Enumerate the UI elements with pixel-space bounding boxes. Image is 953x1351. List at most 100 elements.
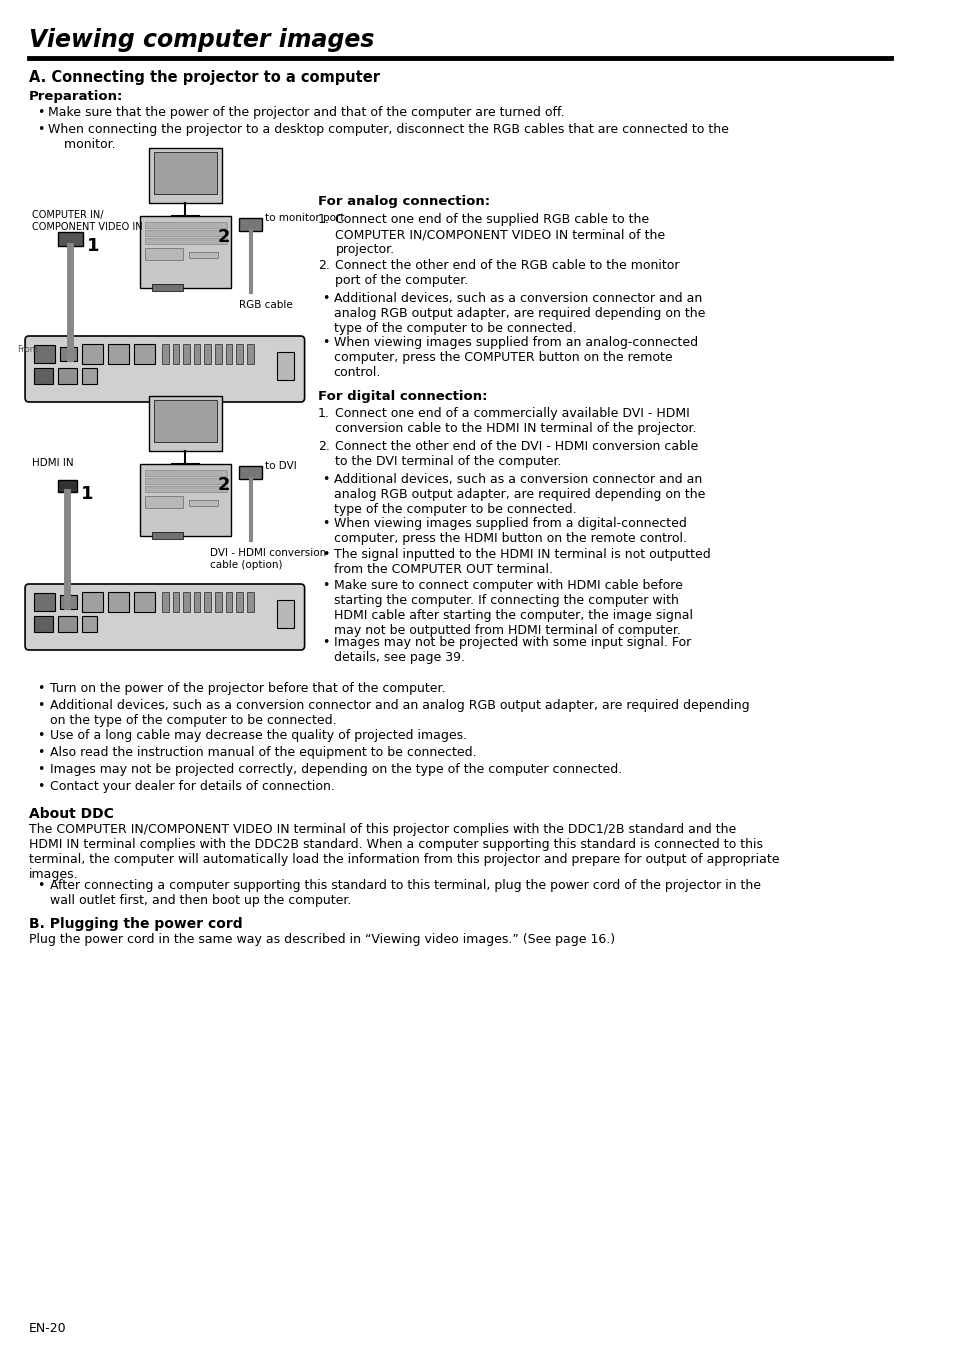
Text: •: •: [321, 580, 329, 592]
Bar: [189, 253, 217, 258]
Text: EN-20: EN-20: [29, 1323, 67, 1335]
Bar: [247, 345, 253, 363]
Text: Additional devices, such as a conversion connector and an analog RGB output adap: Additional devices, such as a conversion…: [51, 698, 749, 727]
Text: 2.: 2.: [317, 259, 330, 272]
Bar: [58, 616, 77, 632]
Bar: [150, 396, 221, 451]
Bar: [145, 238, 226, 245]
Bar: [193, 592, 200, 612]
Text: When viewing images supplied from a digital-connected
computer, press the HDMI b: When viewing images supplied from a digi…: [334, 517, 686, 544]
Bar: [145, 496, 183, 508]
Bar: [60, 347, 77, 361]
Bar: [162, 345, 169, 363]
Text: •: •: [36, 880, 44, 892]
Bar: [214, 345, 221, 363]
Bar: [82, 367, 97, 384]
Text: 1: 1: [81, 485, 93, 503]
Bar: [225, 345, 233, 363]
Text: •: •: [36, 698, 44, 712]
Text: After connecting a computer supporting this standard to this terminal, plug the : After connecting a computer supporting t…: [51, 880, 760, 907]
Bar: [214, 592, 221, 612]
Bar: [172, 592, 179, 612]
Text: Additional devices, such as a conversion connector and an
analog RGB output adap: Additional devices, such as a conversion…: [334, 473, 704, 516]
Bar: [33, 616, 53, 632]
Bar: [152, 532, 183, 539]
Text: Preparation:: Preparation:: [29, 91, 123, 103]
Text: •: •: [321, 636, 329, 648]
Text: Viewing computer images: Viewing computer images: [29, 28, 374, 51]
Text: The signal inputted to the HDMI IN terminal is not outputted
from the COMPUTER O: The signal inputted to the HDMI IN termi…: [334, 549, 710, 576]
Text: Connect the other end of the RGB cable to the monitor
port of the computer.: Connect the other end of the RGB cable t…: [335, 259, 679, 286]
Bar: [236, 345, 243, 363]
Text: Connect one end of a commercially available DVI - HDMI
conversion cable to the H: Connect one end of a commercially availa…: [335, 407, 697, 435]
Text: Contact your dealer for details of connection.: Contact your dealer for details of conne…: [51, 780, 335, 793]
Bar: [204, 592, 211, 612]
Text: Also read the instruction manual of the equipment to be connected.: Also read the instruction manual of the …: [51, 746, 476, 759]
Text: 1.: 1.: [317, 213, 330, 226]
Text: HDMI IN: HDMI IN: [31, 458, 73, 467]
Text: Make sure that the power of the projector and that of the computer are turned of: Make sure that the power of the projecto…: [49, 105, 564, 119]
Bar: [150, 149, 221, 203]
Bar: [33, 345, 55, 363]
Text: •: •: [36, 730, 44, 742]
Bar: [204, 345, 211, 363]
Text: A. Connecting the projector to a computer: A. Connecting the projector to a compute…: [29, 70, 379, 85]
Text: RGB cable: RGB cable: [239, 300, 293, 309]
Text: Additional devices, such as a conversion connector and an
analog RGB output adap: Additional devices, such as a conversion…: [334, 292, 704, 335]
Bar: [145, 470, 226, 476]
Text: Turn on the power of the projector before that of the computer.: Turn on the power of the projector befor…: [51, 682, 445, 694]
Bar: [58, 232, 83, 246]
Bar: [145, 478, 226, 484]
Bar: [189, 500, 217, 507]
FancyBboxPatch shape: [25, 336, 304, 403]
Bar: [140, 216, 232, 288]
Bar: [58, 480, 77, 492]
Bar: [60, 594, 77, 609]
Text: Images may not be projected correctly, depending on the type of the computer con: Images may not be projected correctly, d…: [51, 763, 621, 775]
Bar: [154, 400, 216, 442]
Bar: [133, 345, 155, 363]
Text: •: •: [321, 292, 329, 305]
Bar: [193, 345, 200, 363]
Text: •: •: [321, 549, 329, 561]
Text: Front: Front: [17, 345, 39, 354]
Bar: [172, 345, 179, 363]
Text: 1: 1: [87, 236, 99, 255]
Bar: [145, 230, 226, 236]
Text: •: •: [36, 763, 44, 775]
Bar: [154, 153, 216, 195]
FancyBboxPatch shape: [25, 584, 304, 650]
Text: •: •: [36, 746, 44, 759]
Text: About DDC: About DDC: [29, 807, 113, 821]
Text: •: •: [36, 105, 44, 119]
Bar: [276, 600, 294, 628]
Bar: [133, 592, 155, 612]
Text: to monitor port: to monitor port: [265, 213, 344, 223]
Text: 2: 2: [217, 476, 230, 494]
Bar: [276, 353, 294, 380]
Text: The COMPUTER IN/COMPONENT VIDEO IN terminal of this projector complies with the : The COMPUTER IN/COMPONENT VIDEO IN termi…: [29, 823, 779, 881]
Bar: [145, 486, 226, 492]
Bar: [247, 592, 253, 612]
Text: •: •: [321, 336, 329, 349]
Text: Images may not be projected with some input signal. For
details, see page 39.: Images may not be projected with some in…: [334, 636, 690, 663]
Bar: [82, 592, 103, 612]
Bar: [145, 249, 183, 259]
Text: 2.: 2.: [317, 440, 330, 453]
Bar: [225, 592, 233, 612]
Bar: [58, 367, 77, 384]
Text: Make sure to connect computer with HDMI cable before
starting the computer. If c: Make sure to connect computer with HDMI …: [334, 580, 692, 638]
Text: •: •: [321, 517, 329, 530]
Text: Use of a long cable may decrease the quality of projected images.: Use of a long cable may decrease the qua…: [51, 730, 467, 742]
Bar: [140, 463, 232, 536]
Text: B. Plugging the power cord: B. Plugging the power cord: [29, 917, 242, 931]
Text: For analog connection:: For analog connection:: [317, 195, 490, 208]
Bar: [162, 592, 169, 612]
Bar: [236, 592, 243, 612]
Text: •: •: [36, 780, 44, 793]
Bar: [183, 592, 190, 612]
Bar: [108, 592, 129, 612]
Text: Plug the power cord in the same way as described in “Viewing video images.” (See: Plug the power cord in the same way as d…: [29, 934, 615, 946]
Text: 2: 2: [217, 228, 230, 246]
Text: For digital connection:: For digital connection:: [317, 390, 487, 403]
